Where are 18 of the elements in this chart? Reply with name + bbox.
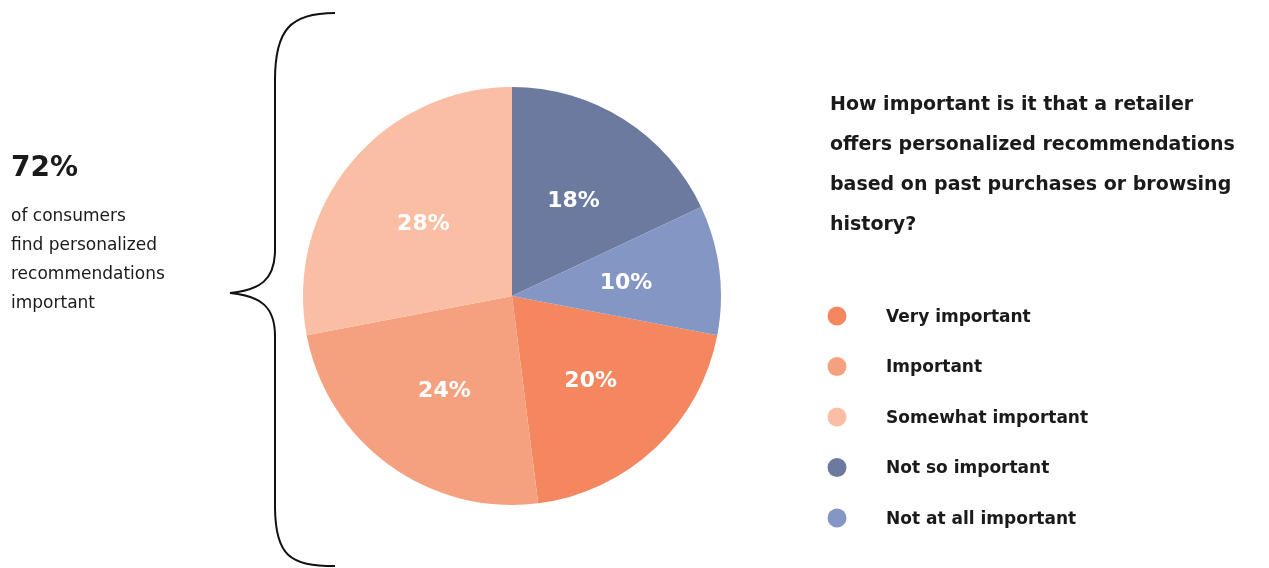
pie-slice (303, 87, 512, 336)
data-label: 24% (418, 376, 471, 402)
text: 72% (11, 150, 79, 183)
legend-label: Not so important (886, 457, 1050, 478)
data-label: 20% (564, 367, 618, 393)
pie-slice (512, 87, 702, 296)
legend-label: Very important (886, 305, 1031, 326)
text: How important is it that a retailer offers personalized recommendations based on past purchases or browsing history? (830, 92, 1235, 234)
legend-label: Important (886, 356, 983, 377)
pie-slice (306, 296, 539, 505)
legend-label: Somewhat important (886, 406, 1089, 427)
data-label: 28% (397, 210, 450, 236)
pie-slice (512, 296, 718, 504)
text: of consumers find personalized recommendations important (11, 205, 165, 312)
data-label: 18% (547, 186, 600, 212)
pie-slice (512, 207, 721, 336)
legend-label: Not at all important (886, 507, 1077, 528)
data-label: 10% (599, 269, 653, 295)
